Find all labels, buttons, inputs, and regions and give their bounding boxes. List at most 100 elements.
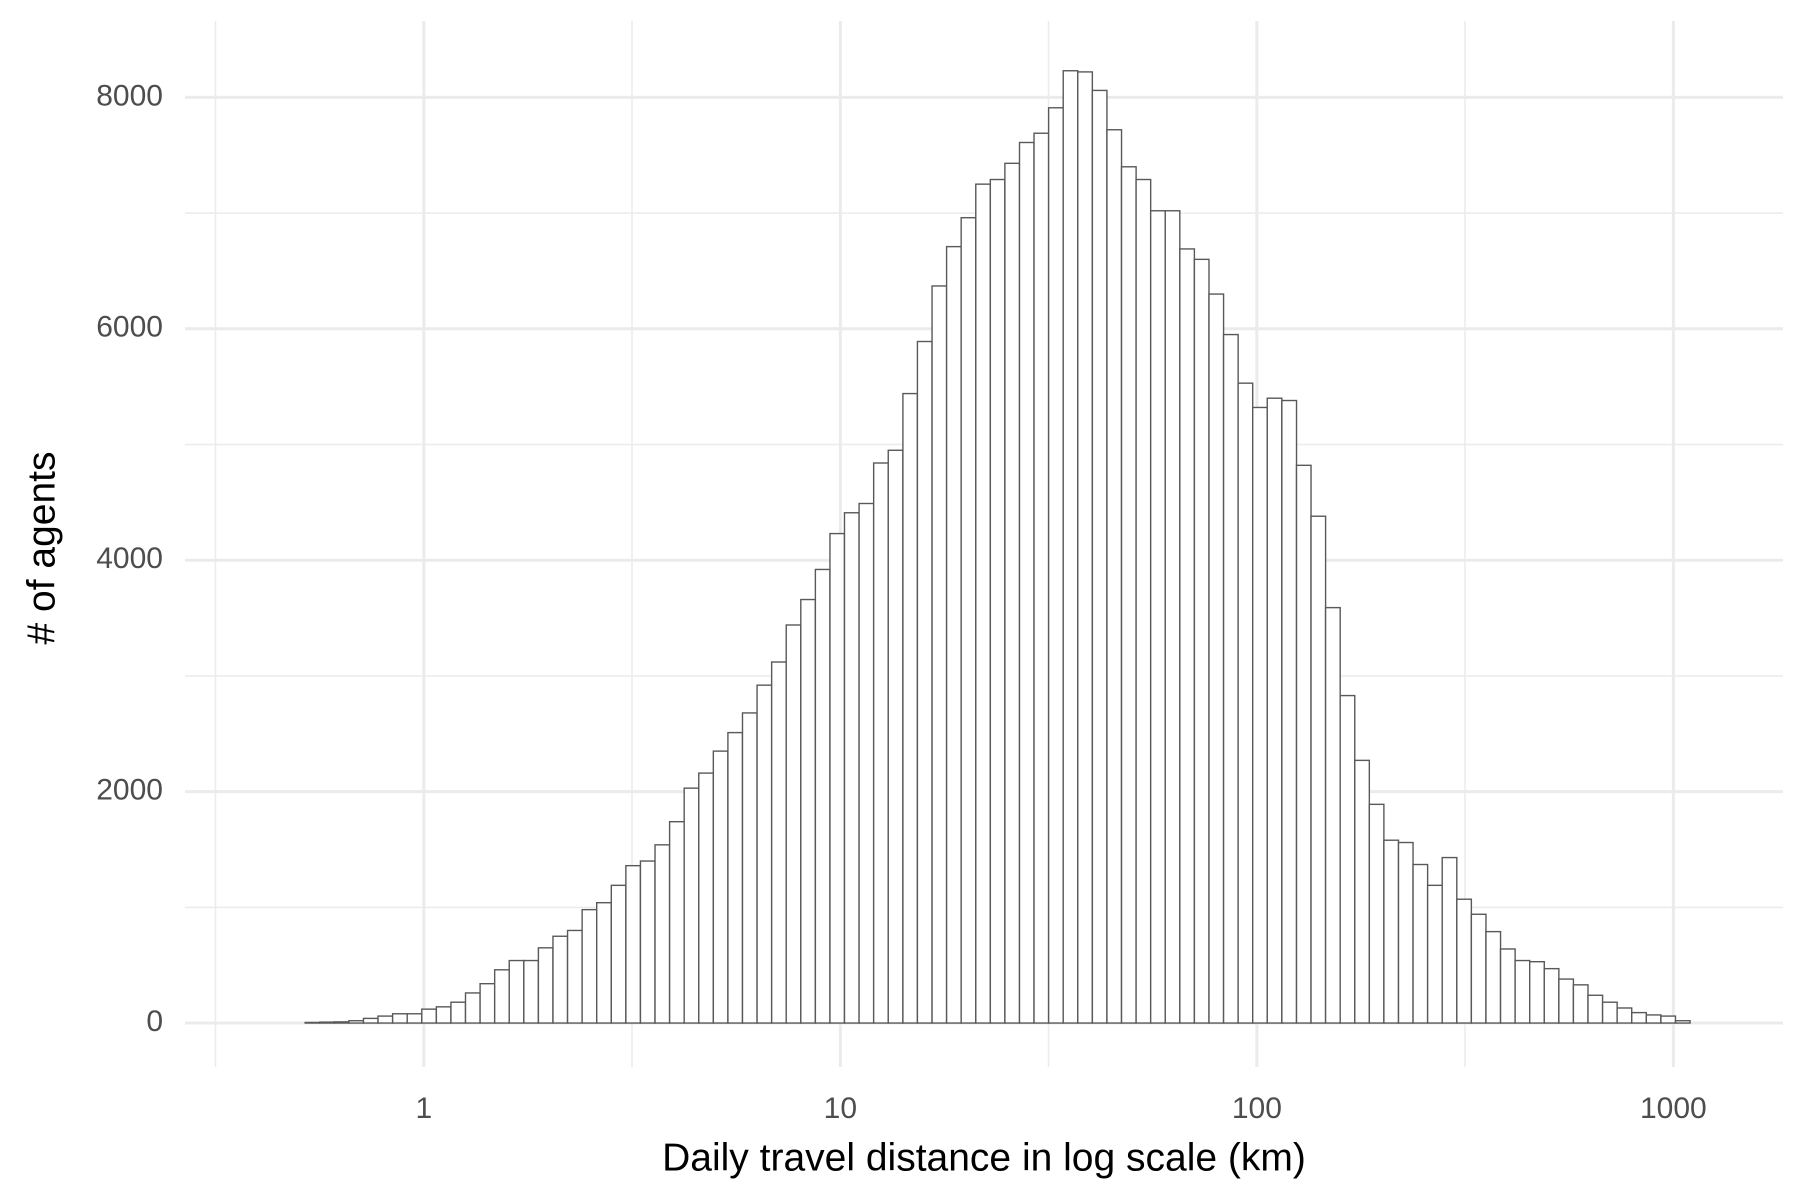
- bar: [421, 1008, 438, 1024]
- bar: [1237, 382, 1254, 1024]
- bar: [698, 772, 715, 1024]
- bar: [1120, 166, 1137, 1024]
- bar: [1645, 1014, 1662, 1024]
- y-tick-label: 2000: [96, 774, 163, 807]
- bar: [1383, 839, 1400, 1024]
- bar: [450, 1001, 467, 1024]
- bar: [610, 884, 627, 1024]
- bar: [639, 860, 656, 1024]
- x-axis-title: Daily travel distance in log scale (km): [662, 1136, 1306, 1179]
- bar: [1047, 107, 1064, 1024]
- bar: [508, 959, 525, 1024]
- bar: [1368, 803, 1385, 1024]
- x-tick-label: 10: [824, 1092, 857, 1125]
- bar: [902, 392, 919, 1024]
- bar: [1499, 948, 1516, 1024]
- bar: [887, 449, 904, 1024]
- bar: [668, 820, 685, 1024]
- bar: [552, 935, 569, 1024]
- bar: [1660, 1015, 1677, 1024]
- bar: [1426, 884, 1443, 1024]
- bar: [756, 684, 773, 1024]
- x-tick-label: 100: [1232, 1092, 1282, 1125]
- bar: [333, 1021, 350, 1024]
- bar: [1587, 994, 1604, 1024]
- bar: [1397, 841, 1414, 1024]
- bar: [960, 217, 977, 1024]
- bar: [377, 1015, 394, 1024]
- bar: [1543, 967, 1560, 1024]
- bar: [464, 992, 481, 1024]
- bar: [348, 1020, 365, 1024]
- bar: [727, 731, 744, 1024]
- x-tick-label: 1000: [1640, 1092, 1707, 1125]
- bar: [1149, 210, 1166, 1024]
- bar: [596, 901, 612, 1024]
- bar: [1558, 978, 1575, 1024]
- bar: [493, 969, 510, 1024]
- bar: [1193, 258, 1210, 1024]
- bar: [1572, 984, 1589, 1024]
- bar: [1310, 515, 1327, 1024]
- bar: [537, 947, 554, 1024]
- bar: [829, 532, 846, 1024]
- bar: [858, 502, 875, 1024]
- bar: [1266, 397, 1283, 1024]
- bar: [1252, 406, 1268, 1024]
- bar: [712, 750, 729, 1024]
- bar: [916, 340, 933, 1024]
- x-tick-label: 1: [416, 1092, 433, 1125]
- bar: [1077, 71, 1094, 1024]
- bar: [1441, 856, 1458, 1024]
- bar: [975, 183, 992, 1024]
- bar: [1281, 399, 1298, 1024]
- bar: [770, 661, 787, 1024]
- bar: [814, 568, 831, 1024]
- bar: [1339, 694, 1356, 1024]
- bar: [1514, 959, 1531, 1024]
- bar: [391, 1013, 408, 1024]
- bar: [945, 245, 962, 1024]
- bar: [741, 712, 758, 1024]
- bar: [1631, 1011, 1648, 1024]
- bar: [989, 178, 1006, 1024]
- bar: [1412, 863, 1429, 1024]
- bar: [1616, 1007, 1633, 1024]
- bar: [1208, 293, 1225, 1024]
- bar: [362, 1017, 379, 1024]
- bar: [581, 908, 598, 1024]
- bar: [625, 864, 642, 1024]
- bar: [800, 598, 817, 1024]
- y-tick-label: 0: [146, 1005, 163, 1038]
- bar: [931, 285, 948, 1024]
- bar: [683, 787, 700, 1024]
- bar: [1179, 248, 1196, 1024]
- bar: [479, 982, 496, 1024]
- bar: [1674, 1020, 1691, 1024]
- bar: [1324, 606, 1341, 1024]
- bar: [1601, 1001, 1618, 1024]
- bar: [523, 959, 540, 1024]
- bar: [1529, 961, 1545, 1024]
- bar: [1470, 913, 1487, 1024]
- bar: [1091, 89, 1108, 1024]
- bar: [435, 1006, 452, 1024]
- y-axis-title: # of agents: [20, 452, 63, 645]
- bar: [1164, 210, 1181, 1024]
- bar: [319, 1021, 336, 1024]
- bar: [1106, 129, 1123, 1024]
- bar: [843, 512, 860, 1024]
- y-tick-label: 4000: [96, 542, 163, 575]
- bar: [1456, 898, 1473, 1024]
- bar: [566, 929, 583, 1024]
- y-tick-label: 8000: [96, 79, 163, 112]
- bar: [1222, 333, 1239, 1024]
- bar: [1004, 162, 1021, 1024]
- bar: [1062, 70, 1079, 1024]
- bar: [785, 624, 802, 1024]
- bar: [1018, 141, 1035, 1024]
- bar: [1295, 464, 1312, 1024]
- bar: [654, 844, 671, 1024]
- bar: [1354, 759, 1371, 1024]
